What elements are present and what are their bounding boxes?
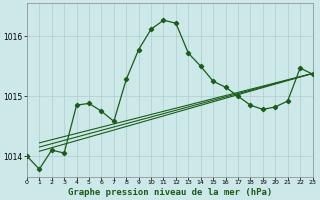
X-axis label: Graphe pression niveau de la mer (hPa): Graphe pression niveau de la mer (hPa) [68,188,272,197]
